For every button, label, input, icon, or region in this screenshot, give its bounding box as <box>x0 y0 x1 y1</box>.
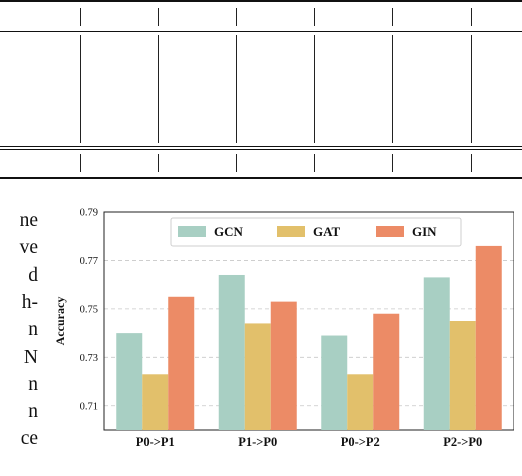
bar-gat <box>347 374 374 430</box>
column-separator <box>158 8 159 26</box>
table-bottom-rule <box>0 177 522 179</box>
bar-gcn <box>321 335 348 430</box>
x-tick-label: P1->P0 <box>238 435 277 449</box>
bar-gcn <box>423 277 450 430</box>
accuracy-bar-chart: 0.71 0.73 0.75 0.77 0.79 P0->P1 P1->P0 P0->P2 P2… <box>53 208 514 449</box>
legend-swatch-gin <box>376 226 404 237</box>
paragraph-line: N <box>23 346 38 368</box>
column-separator <box>392 35 393 143</box>
column-separator <box>392 8 393 26</box>
y-tick-label: 0.71 <box>80 401 98 412</box>
legend-swatch-gat <box>277 226 305 237</box>
column-separator <box>236 154 237 172</box>
paragraph-line: n <box>28 373 38 395</box>
table-mid-rule <box>0 146 522 147</box>
column-separator <box>471 8 472 26</box>
table-top-rule <box>0 0 522 2</box>
column-separator <box>236 8 237 26</box>
y-tick-label: 0.75 <box>80 304 98 315</box>
bar-gin <box>270 301 297 430</box>
legend-box <box>170 217 462 247</box>
column-separator <box>471 154 472 172</box>
column-separator <box>314 154 315 172</box>
table-header-rule <box>0 31 522 32</box>
legend-entry-gat: GAT <box>313 224 341 239</box>
paragraph-line: n <box>28 401 38 423</box>
bar-gat <box>244 323 271 430</box>
legend-entry-gcn: GCN <box>214 224 244 239</box>
paragraph-line: d <box>28 264 38 286</box>
column-separator <box>236 35 237 143</box>
column-separator <box>80 8 81 26</box>
legend-entry-gin: GIN <box>412 224 437 239</box>
y-axis-label: Accuracy <box>53 297 67 346</box>
bar-gin <box>475 245 502 430</box>
paragraph-line: ce <box>20 428 38 450</box>
bar-gin <box>373 313 400 430</box>
column-separator <box>314 35 315 143</box>
bar-gcn <box>218 274 245 430</box>
y-tick-label: 0.77 <box>80 256 98 267</box>
column-separator <box>158 154 159 172</box>
x-tick-label: P2->P0 <box>443 435 482 449</box>
paragraph-line: h- <box>21 291 38 313</box>
x-tick-label: P0->P1 <box>136 435 175 449</box>
column-separator <box>471 35 472 143</box>
column-separator <box>80 154 81 172</box>
y-tick-label: 0.73 <box>80 353 98 364</box>
paragraph-line: ne <box>19 210 38 231</box>
legend-swatch-gcn <box>178 226 206 237</box>
column-separator <box>314 8 315 26</box>
bar-gat <box>142 374 169 430</box>
column-separator <box>392 154 393 172</box>
table-mid-rule-2 <box>0 149 522 150</box>
bar-gin <box>168 296 195 430</box>
bar-gat <box>449 321 476 430</box>
y-tick-label: 0.79 <box>80 208 98 219</box>
x-tick-label: P0->P2 <box>341 435 380 449</box>
paragraph-line: ve <box>19 237 38 259</box>
paragraph-line: n <box>28 319 38 341</box>
bar-gcn <box>116 333 143 430</box>
plot-frame <box>103 211 514 431</box>
column-separator <box>158 35 159 143</box>
column-separator <box>80 35 81 143</box>
